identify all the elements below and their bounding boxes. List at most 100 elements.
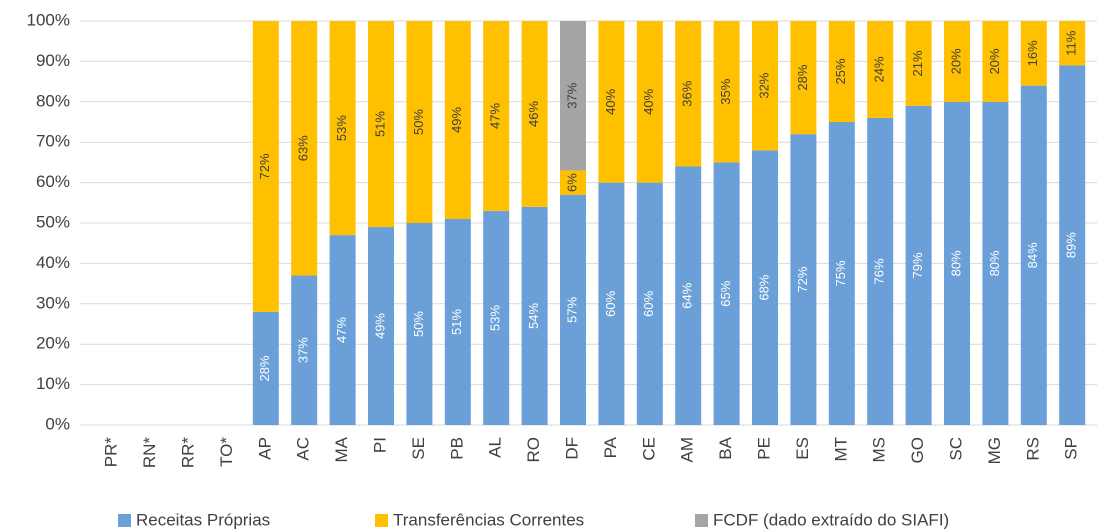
value-label: 80% (987, 250, 1002, 276)
bar-segment (1059, 65, 1086, 425)
value-label: 51% (449, 309, 464, 335)
legend-swatch (375, 514, 388, 527)
value-label: 57% (564, 296, 579, 322)
x-tick-label: TO* (217, 437, 236, 467)
bar-segment (368, 21, 394, 228)
value-label: 20% (948, 48, 963, 74)
x-tick-label: AM (678, 437, 697, 463)
value-label: 72% (257, 153, 272, 179)
x-tick-label: SE (409, 437, 428, 460)
x-tick-label: RO (524, 437, 543, 463)
value-label: 16% (1025, 40, 1040, 66)
bar-segment (636, 21, 663, 183)
bar-segment (521, 206, 548, 425)
bar-segment (905, 105, 932, 425)
x-tick-label: PE (754, 437, 773, 460)
bar-segment (828, 122, 855, 425)
bar-segment (867, 117, 894, 426)
x-tick-label: SP (1062, 437, 1081, 460)
value-label: 28% (795, 64, 810, 90)
bar-segment (790, 21, 817, 135)
x-tick-label: RS (1023, 437, 1042, 461)
x-tick-label: ES (793, 437, 812, 460)
value-label: 53% (334, 115, 349, 141)
bar-segment (598, 182, 625, 425)
value-label: 89% (1064, 232, 1079, 258)
y-tick-label: 20% (36, 334, 70, 353)
y-tick-label: 40% (36, 253, 70, 272)
value-label: 72% (795, 266, 810, 292)
value-label: 6% (564, 173, 579, 192)
value-label: 24% (872, 56, 887, 82)
value-label: 50% (411, 109, 426, 135)
bar-segment (560, 170, 586, 195)
value-label: 37% (564, 82, 579, 108)
y-tick-label: 80% (36, 91, 70, 110)
legend-label: Receitas Próprias (136, 510, 270, 529)
x-tick-label: PA (601, 436, 620, 458)
y-tick-label: 60% (36, 172, 70, 191)
bar-segment (368, 227, 394, 425)
bar-segment (329, 21, 356, 236)
value-label: 35% (718, 78, 733, 104)
x-tick-label: MS (870, 437, 889, 463)
value-label: 64% (680, 282, 695, 308)
bar-segment (944, 101, 970, 426)
bar-segment (982, 101, 1009, 426)
value-label: 25% (833, 58, 848, 84)
value-label: 49% (372, 313, 387, 339)
y-tick-label: 100% (27, 10, 70, 29)
bar-segment (444, 218, 471, 425)
bar-segment (675, 21, 702, 167)
x-tick-label: CE (639, 437, 658, 461)
x-tick-label: PB (447, 437, 466, 460)
value-label: 32% (756, 72, 771, 98)
value-label: 75% (833, 260, 848, 286)
value-label: 84% (1025, 242, 1040, 268)
y-tick-label: 90% (36, 51, 70, 70)
y-tick-label: 70% (36, 132, 70, 151)
bar-segment (944, 21, 970, 102)
x-tick-label: MG (985, 437, 1004, 464)
bar-segment (252, 311, 279, 425)
value-label: 20% (987, 48, 1002, 74)
value-label: 47% (334, 317, 349, 343)
value-label: 63% (296, 135, 311, 161)
value-label: 53% (488, 304, 503, 330)
x-tick-label: RR* (178, 437, 197, 469)
x-tick-label: SC (946, 437, 965, 461)
legend-swatch (695, 514, 708, 527)
value-label: 50% (411, 311, 426, 337)
x-tick-label: DF (562, 437, 581, 460)
value-label: 54% (526, 302, 541, 328)
bar-segment (905, 21, 932, 106)
value-label: 40% (603, 88, 618, 114)
value-label: 46% (526, 100, 541, 126)
value-label: 40% (641, 88, 656, 114)
x-tick-label: GO (908, 437, 927, 463)
bar-segment (483, 21, 510, 211)
value-label: 60% (641, 290, 656, 316)
value-label: 76% (872, 258, 887, 284)
legend-swatch (118, 514, 131, 527)
bar-segment (598, 21, 625, 183)
bar-segment (291, 275, 318, 425)
value-label: 68% (756, 274, 771, 300)
y-tick-label: 0% (45, 414, 70, 433)
x-tick-label: AL (486, 437, 505, 458)
value-label: 28% (257, 355, 272, 381)
y-tick-label: 30% (36, 293, 70, 312)
bar-segment (675, 166, 702, 425)
legend-label: Transferências Correntes (393, 510, 584, 529)
legend-label: FCDF (dado extraído do SIAFI) (713, 510, 949, 529)
value-label: 51% (372, 111, 387, 137)
bar-segment (752, 150, 778, 425)
bar-segment (713, 21, 740, 163)
y-tick-label: 50% (36, 212, 70, 231)
bar-segment (1020, 21, 1047, 86)
bar-segment (982, 21, 1009, 102)
bar-segment (867, 21, 894, 118)
x-tick-label: AP (255, 437, 274, 460)
x-tick-label: PI (370, 437, 389, 453)
